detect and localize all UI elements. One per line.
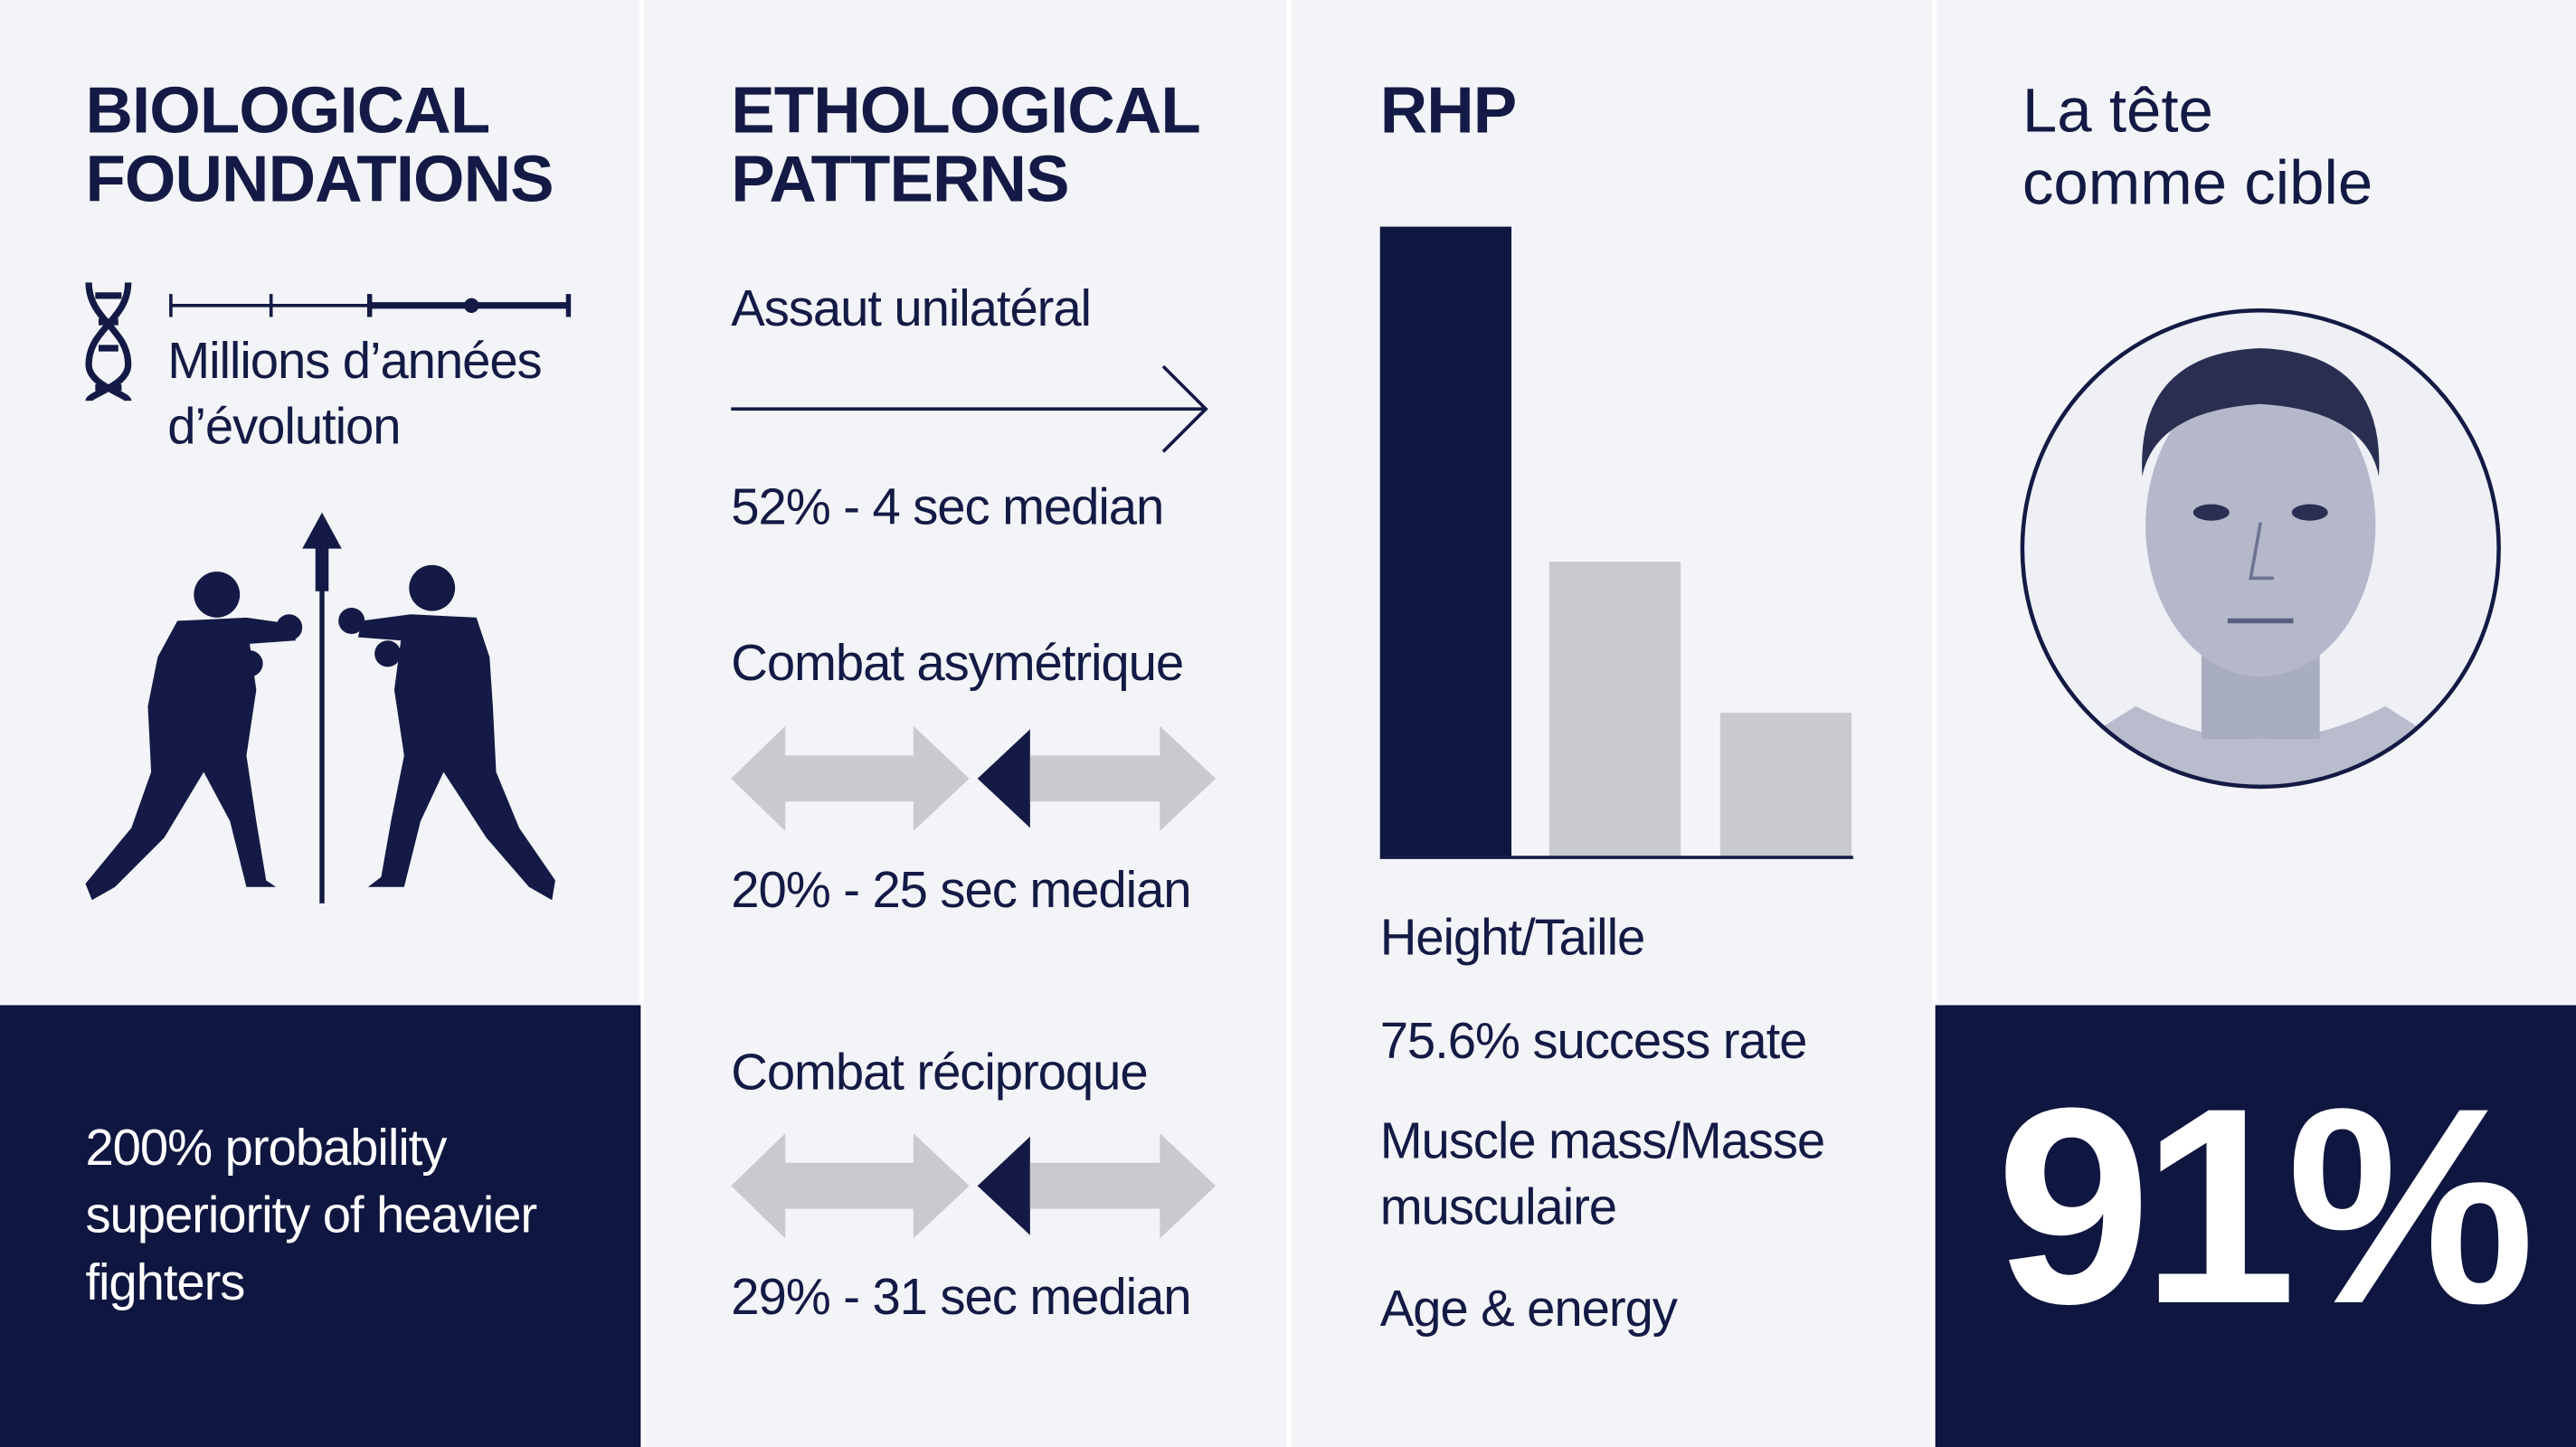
- pattern-label: Combat réciproque: [731, 1043, 1147, 1100]
- footer-text: fighters: [85, 1253, 244, 1310]
- factor: 75.6% success rate: [1380, 1012, 1807, 1069]
- panel-title: La tête: [2022, 75, 2213, 145]
- panel-title: ETHOLOGICAL: [731, 73, 1200, 147]
- panel-title: RHP: [1380, 73, 1517, 147]
- timeline: [169, 294, 572, 317]
- portrait: [2020, 307, 2501, 790]
- big-stat: 91%: [1996, 1050, 2532, 1362]
- panel-title: comme cible: [2022, 147, 2372, 217]
- timeline-label: d’évolution: [167, 398, 400, 455]
- panel-title: PATTERNS: [731, 143, 1068, 216]
- rhp-bars: [1379, 226, 1853, 859]
- factor: Height/Taille: [1380, 909, 1645, 966]
- two-way-arrow: [731, 1133, 1217, 1239]
- footer-text: superiority of heavier: [85, 1186, 536, 1243]
- pattern-stat: 52% - 4 sec median: [731, 478, 1163, 535]
- divider: [1286, 0, 1292, 1447]
- pattern-stat: 29% - 31 sec median: [731, 1268, 1190, 1325]
- pattern-stat: 20% - 25 sec median: [731, 861, 1190, 918]
- timeline-label: Millions d’années: [167, 332, 541, 389]
- panel-title: BIOLOGICAL: [85, 73, 489, 147]
- stat-box: [1935, 1005, 2576, 1447]
- panel-title: FOUNDATIONS: [85, 143, 553, 216]
- one-way-arrow: [731, 364, 1208, 453]
- dna-icon: [85, 282, 132, 402]
- footer-box: [0, 1005, 641, 1447]
- factor: Muscle mass/Masse: [1380, 1112, 1824, 1169]
- footer-text: 200% probability: [85, 1119, 448, 1176]
- boxers-illustration: [85, 512, 555, 903]
- divider: [639, 0, 644, 1447]
- two-way-arrow: [731, 725, 1217, 831]
- pattern-label: Assaut unilatéral: [731, 279, 1091, 336]
- pattern-label: Combat asymétrique: [731, 634, 1183, 691]
- divider: [1932, 0, 1937, 1447]
- factor: Age & energy: [1380, 1280, 1679, 1337]
- factor: musculaire: [1380, 1177, 1616, 1234]
